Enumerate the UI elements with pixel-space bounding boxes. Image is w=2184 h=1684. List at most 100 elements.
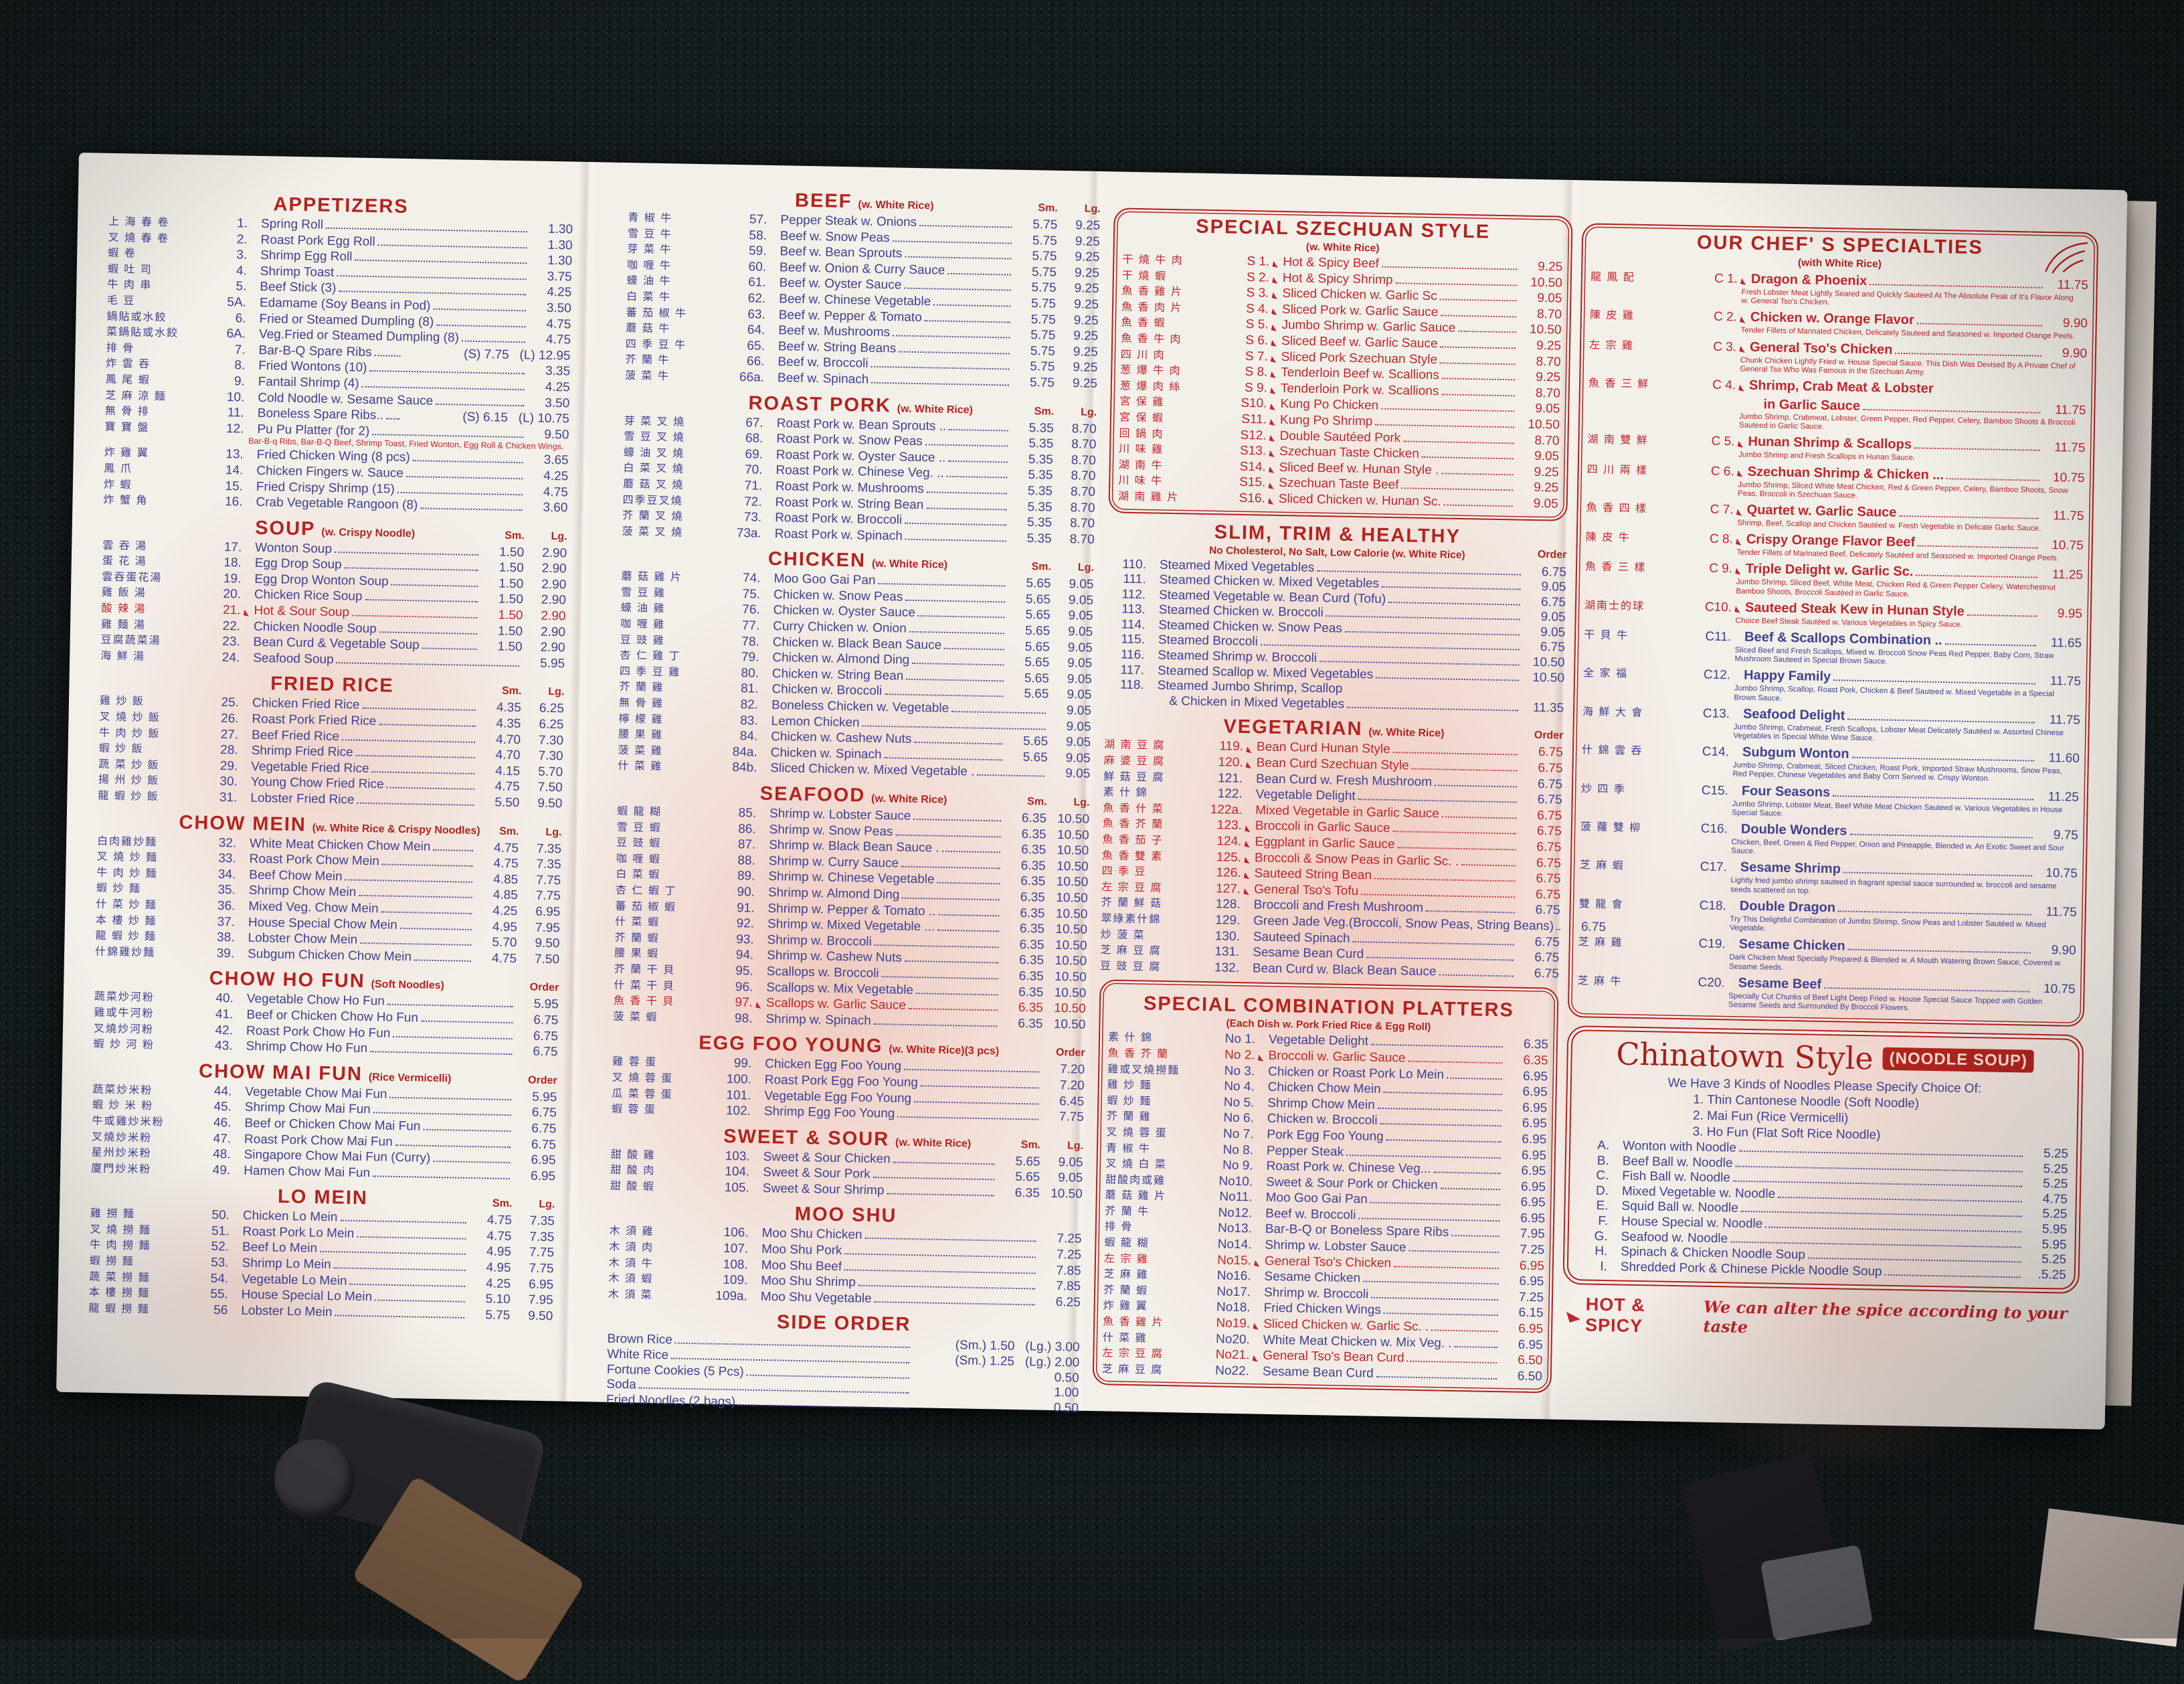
spicy-icon	[1244, 868, 1254, 881]
dotted-leader	[1375, 424, 1514, 428]
item-name: Roast Pork w. Chinese Veg...	[1266, 1159, 1431, 1177]
item-price: 6.75	[515, 1029, 558, 1045]
item-name: Scallops w. Mix Vegetable	[766, 981, 913, 999]
dotted-leader	[844, 1253, 1036, 1258]
dotted-leader	[738, 1404, 909, 1409]
item-chinese-name: 雲吞蛋花湯	[102, 570, 202, 587]
dotted-leader	[873, 1177, 994, 1180]
item-name: Beef w. Mushrooms	[778, 323, 890, 341]
item-chinese-name: 左 宗 豆 腐	[1101, 880, 1202, 897]
item-price: 8.70	[1519, 307, 1562, 323]
item-chinese-name: 雪 豆 雞	[621, 586, 721, 602]
item-chinese-name: 叉 燒 蓉 蛋	[612, 1071, 713, 1088]
item-price-small: 6.35	[1003, 843, 1046, 859]
item-price-large: 9.05	[1047, 766, 1090, 782]
item-number: 5A.	[207, 295, 250, 311]
dotted-leader	[951, 711, 1046, 714]
item-chinese-name: 菠 菜 雞	[618, 744, 719, 760]
item-chinese-name: 芥 蘭 牛	[625, 353, 725, 369]
price-column-labels: Order	[1520, 730, 1563, 742]
item-number: 47.	[192, 1131, 234, 1147]
item-price-large: 7.35	[511, 1230, 554, 1246]
item-number: 108.	[709, 1257, 751, 1273]
item-number: 101.	[712, 1088, 754, 1104]
section-subnote-text: (Each Dish w. Pork Fried Rice & Egg Roll…	[1226, 1018, 1431, 1034]
item-name: Moo Shu Beef	[761, 1258, 842, 1275]
item-number: 100.	[713, 1072, 755, 1088]
dotted-leader	[414, 959, 471, 962]
item-price: 4.25	[529, 285, 571, 301]
item-chinese-name: 宮 保 雞	[1119, 395, 1220, 412]
item-name: Sliced Chicken w. Hunan Sc.	[1279, 492, 1441, 510]
dotted-leader	[905, 600, 1005, 603]
item-name: Beef or Chicken Chow Ho Fun	[246, 1008, 418, 1026]
item-price-large: 8.70	[1053, 437, 1096, 453]
item-number: 131.	[1200, 944, 1243, 960]
item-chinese-name: 川 味 雞	[1119, 442, 1219, 459]
item-chinese-name: 川 味 牛	[1118, 474, 1218, 491]
dotted-leader	[1442, 816, 1516, 819]
item-chinese-name: 蝦 撈 麵	[89, 1254, 189, 1271]
item-price-small: 6.35	[997, 1185, 1040, 1201]
dotted-leader	[1739, 1151, 2023, 1157]
item-price: 11.75	[2041, 507, 2084, 525]
item-price-small: 4.70	[478, 732, 521, 748]
spicy-icon	[1736, 563, 1746, 576]
dotted-leader	[1440, 299, 1517, 301]
item-price-small: 4.75	[475, 856, 518, 872]
item-price: 3.35	[527, 364, 570, 380]
dotted-leader	[1440, 346, 1516, 349]
item-chinese-name: 魚 香 芥 蘭	[1107, 1046, 1208, 1063]
item-number: 7.	[206, 342, 248, 358]
item-number: 45.	[193, 1100, 235, 1116]
item-number: S16.	[1218, 491, 1269, 507]
price-column-label: Lg.	[521, 686, 564, 699]
item-number: 132.	[1200, 960, 1243, 977]
item-number: 18.	[203, 556, 245, 572]
item-number: 68.	[724, 431, 766, 447]
item-price-large: 2.90	[523, 608, 565, 624]
item-price-small: 5.35	[1010, 420, 1053, 436]
item-number: 80.	[720, 666, 762, 682]
item-number: 109a.	[709, 1288, 751, 1304]
dotted-leader	[386, 418, 399, 420]
dotted-leader	[420, 508, 522, 511]
item-number: 74.	[721, 571, 763, 587]
spicy-icon	[1737, 466, 1747, 479]
item-number: 110.	[1107, 557, 1150, 573]
item-number: 76.	[721, 602, 763, 618]
item-name: Roast Pork w. Snow Peas	[776, 432, 923, 450]
section-subnote-text: (with White Rice)	[1798, 257, 1882, 270]
item-price-small: 6.35	[1001, 937, 1044, 953]
item-chinese-name: 腰 果 雞	[618, 728, 719, 744]
item-price-large: 9.05	[1051, 593, 1093, 609]
item-chinese-name: 左 宗 雞	[1589, 337, 1690, 356]
dotted-leader	[942, 851, 1001, 853]
item-price-small: 5.65	[1004, 750, 1047, 766]
item-price: 4.25	[527, 380, 569, 396]
item-price-large: 8.70	[1051, 531, 1094, 548]
item-chinese-name: 牛 肉 撈 麵	[90, 1238, 190, 1255]
item-price: 3.60	[525, 500, 567, 516]
item-chinese-name: 叉 燒 蓉 蛋	[1106, 1125, 1206, 1142]
item-number: 91.	[715, 900, 757, 916]
item-chinese-name: 杏 仁 蝦 丁	[616, 883, 716, 900]
item-name: Sauteed Spinach	[1253, 930, 1350, 946]
dotted-leader	[1440, 362, 1516, 365]
item-price-small: 5.75	[1013, 280, 1056, 297]
item-price-large: 8.70	[1053, 485, 1095, 501]
dotted-leader	[1388, 602, 1520, 606]
item-name: Shrimp Fried Rice	[251, 744, 353, 760]
dotted-leader	[436, 324, 525, 327]
item-name: Vegetable Fried Rice	[251, 760, 369, 777]
dotted-leader	[1441, 394, 1514, 396]
item-price: 8.70	[1518, 386, 1560, 402]
item-name: Roast Pork w. String Bean	[775, 495, 923, 513]
item-chinese-name: 瓜 菜 蓉 蛋	[612, 1086, 712, 1103]
item-chinese-name: 龍 鳳 配	[1590, 268, 1691, 288]
dotted-leader	[1358, 798, 1517, 803]
item-name: Wonton Soup	[255, 541, 332, 558]
item-chinese-name: 蝦 炒 麵	[96, 881, 197, 898]
